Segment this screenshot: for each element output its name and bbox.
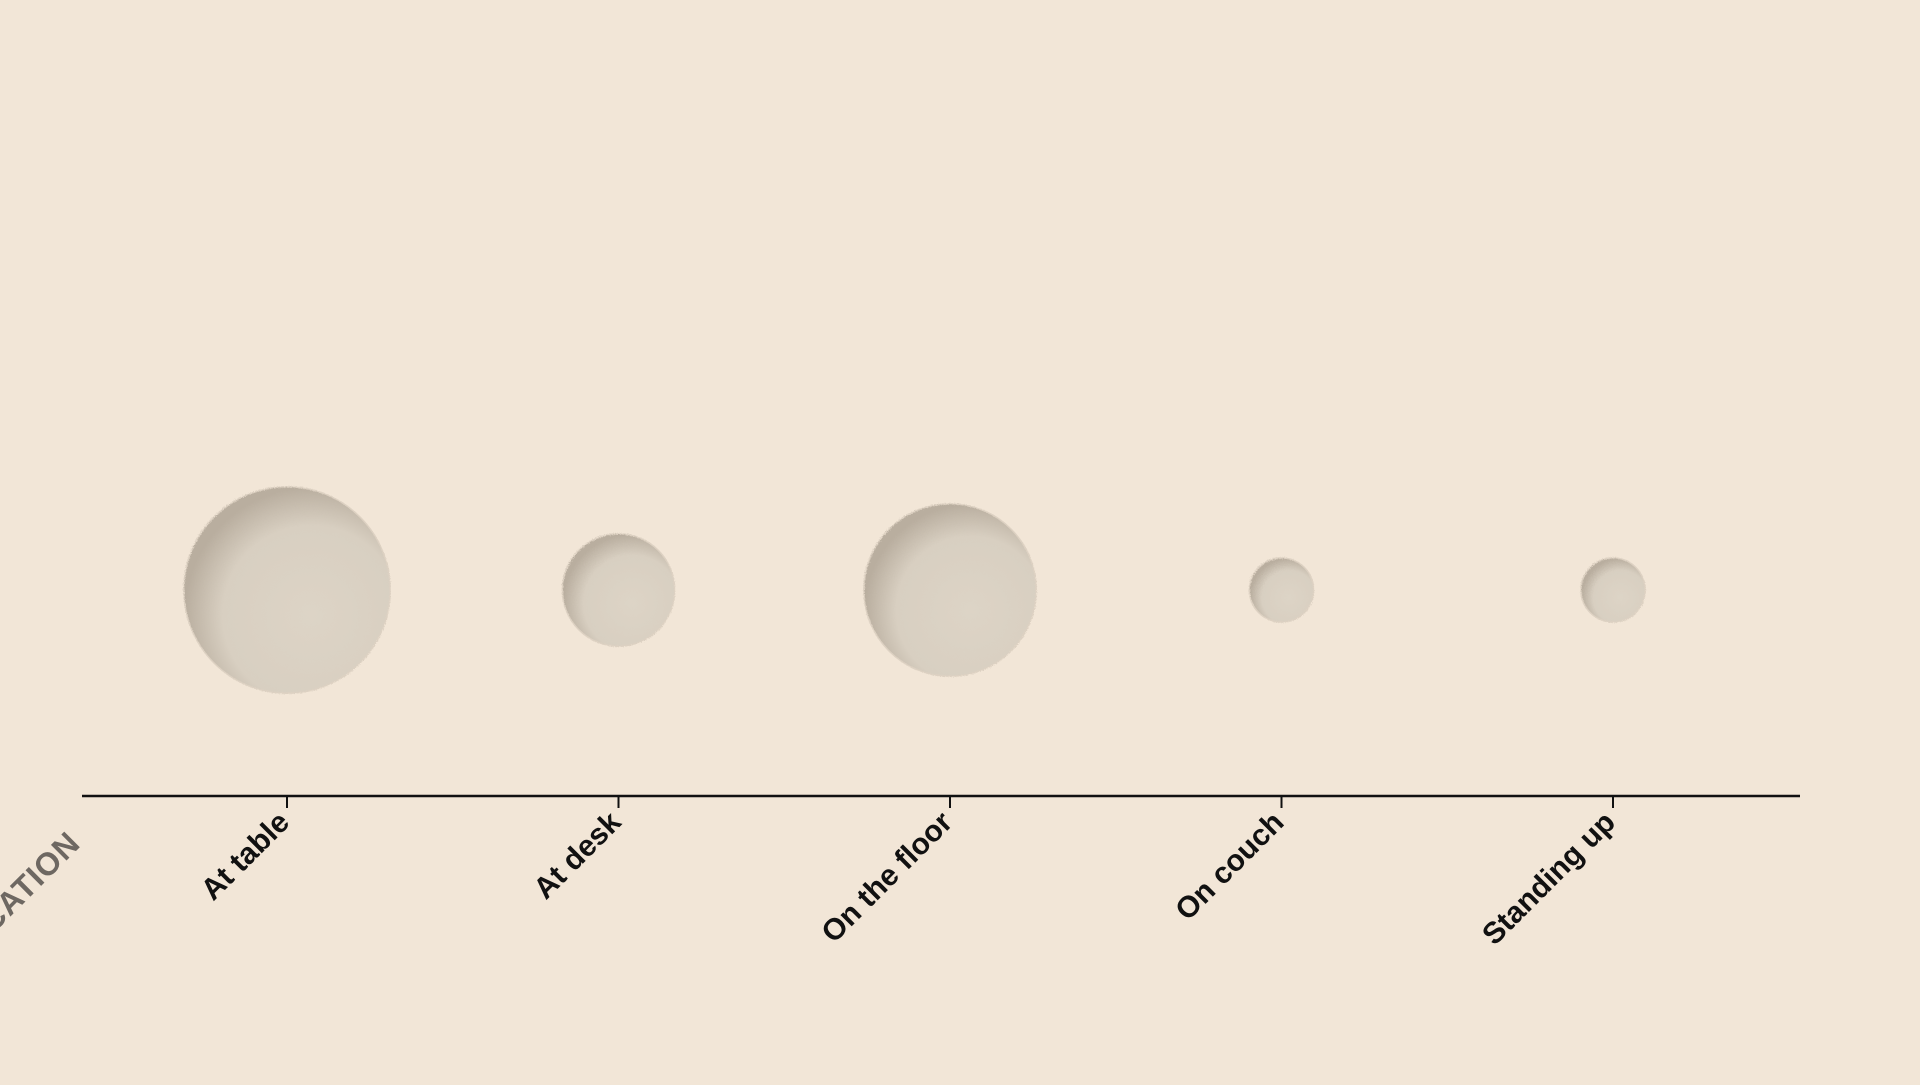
x-tick-label: At table	[195, 806, 296, 907]
x-axis-ticks	[286, 796, 1614, 808]
x-tick-label: At desk	[527, 805, 627, 905]
bubble-at-desk[interactable]	[563, 534, 674, 646]
bubble-at-table[interactable]	[184, 487, 390, 693]
x-axis-tick-labels: At table At desk On the floor On couch Stand…	[195, 805, 1622, 951]
x-axis-title: LOCATION	[0, 824, 87, 972]
x-tick-label: On the floor	[815, 805, 959, 949]
bubble-standing-up[interactable]	[1581, 558, 1645, 622]
bubble-layer	[183, 486, 1646, 694]
bubble-on-couch[interactable]	[1250, 558, 1313, 622]
bubble-on-the-floor[interactable]	[864, 504, 1036, 676]
x-tick-label: Standing up	[1476, 806, 1622, 952]
x-tick-label: On couch	[1169, 806, 1290, 927]
